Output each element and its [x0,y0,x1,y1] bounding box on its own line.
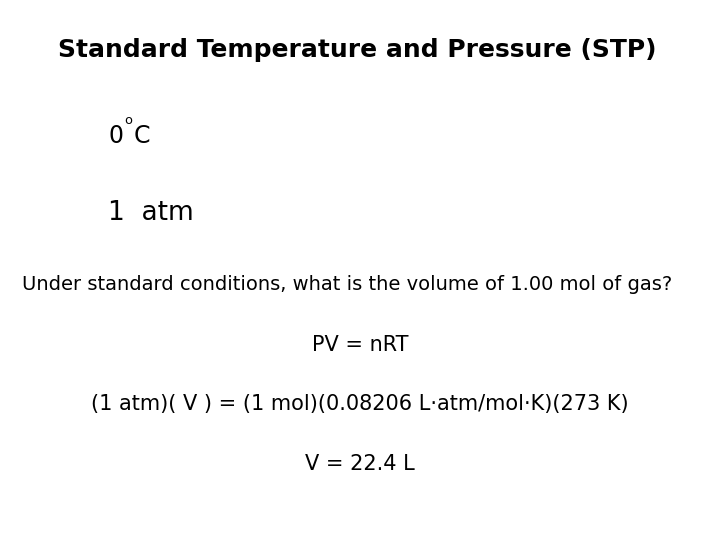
Text: 1  atm: 1 atm [108,200,194,226]
Text: V = 22.4 L: V = 22.4 L [305,454,415,474]
Text: o: o [124,114,132,127]
Text: PV = nRT: PV = nRT [312,335,408,355]
Text: (1 atm)( V ) = (1 mol)(0.08206 L·atm/mol·K)(273 K): (1 atm)( V ) = (1 mol)(0.08206 L·atm/mol… [91,394,629,414]
Text: Under standard conditions, what is the volume of 1.00 mol of gas?: Under standard conditions, what is the v… [22,275,672,294]
Text: Standard Temperature and Pressure (STP): Standard Temperature and Pressure (STP) [58,38,656,62]
Text: C: C [134,124,150,148]
Text: 0: 0 [108,124,123,148]
